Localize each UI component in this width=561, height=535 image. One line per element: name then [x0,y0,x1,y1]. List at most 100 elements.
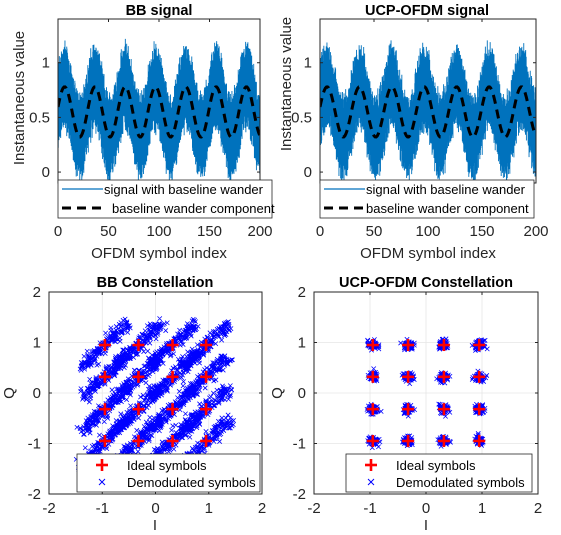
ideal-symbol [200,339,213,352]
x-axis-label: I [424,517,428,534]
x-tick-label: 50 [100,223,117,240]
plot-area [73,316,236,472]
ideal-points [366,339,486,447]
legend: signal with baseline wander baseline wan… [319,179,535,219]
legend-marker-ideal [96,459,108,471]
chart-title: BB Constellation [97,275,214,291]
legend-marker-demod [98,478,106,486]
ideal-symbol [98,403,111,416]
y-tick-label: -1 [28,436,41,453]
legend-marker-demod [367,478,375,486]
x-tick-label: 200 [523,223,548,240]
ideal-symbol [473,403,486,416]
y-tick-label: 0.5 [29,109,50,126]
legend-label-wander: baseline wander component [366,201,529,216]
signal-band [58,38,260,183]
x-tick-label: 200 [247,223,272,240]
y-tick-label: 2 [33,284,41,301]
x-tick-label: 2 [534,500,542,517]
x-axis-label: I [153,517,157,534]
legend: signal with baseline wander baseline wan… [57,179,275,219]
ideal-symbol [402,403,415,416]
panel-ucp-signal: UCP-OFDM signal 0 0.5 1 0 50 100 150 200 OFDM … [278,3,549,262]
x-axis-label: OFDM symbol index [360,245,496,262]
ideal-symbol [132,434,145,447]
x-ticks: 0 50 100 150 200 [54,19,273,240]
baseline-wander-line [58,85,260,139]
chart-title: BB signal [126,3,193,19]
y-ticks: -2 -1 0 1 2 [293,284,538,503]
y-tick-label: 1 [298,335,306,352]
y-tick-label: -2 [28,486,41,503]
ideal-symbol [132,339,145,352]
plot-area [364,336,490,451]
plot-area [58,38,260,183]
y-tick-label: 0.5 [291,109,312,126]
x-tick-label: -2 [42,500,55,517]
legend-label-signal: signal with baseline wander [104,182,264,197]
y-tick-label: 0 [42,164,50,181]
x-tick-label: -2 [307,500,320,517]
ideal-symbol [166,370,179,383]
y-axis-label: Instantaneous value [11,31,28,165]
x-tick-label: 0 [316,223,324,240]
x-tick-label: 0 [151,500,159,517]
ideal-symbol [437,339,450,352]
ideal-symbol [473,434,486,447]
ideal-symbol [166,434,179,447]
x-tick-label: 100 [415,223,440,240]
x-tick-label: 0 [54,223,62,240]
demodulated-points [73,316,236,472]
legend-label-ideal: Ideal symbols [127,458,207,473]
x-tick-label: 150 [469,223,494,240]
x-tick-label: 50 [366,223,383,240]
x-ticks: -2 -1 0 1 2 [42,292,266,517]
y-axis-label: Q [1,387,18,399]
y-axis-label: Instantaneous value [278,17,295,151]
chart-title: UCP-OFDM signal [365,3,489,19]
ideal-symbol [437,403,450,416]
demodulated-symbols [73,316,236,472]
panel-bb-constellation: BB Constellation -2 -1 0 1 2 -2 -1 0 1 2 I Q Ide… [1,275,266,534]
ideal-symbol [402,370,415,383]
plot-area [320,40,536,182]
ideal-symbol [200,370,213,383]
y-axis-label: Q [269,387,286,399]
legend-label-signal: signal with baseline wander [366,182,526,197]
legend: Ideal symbols Demodulated symbols [76,453,261,493]
ideal-symbol [402,339,415,352]
baseline-wander-line [320,85,536,139]
x-ticks: -2 -1 0 1 2 [307,292,542,517]
signal-trace [58,38,260,183]
y-tick-label: 0 [33,385,41,402]
ideal-symbol [437,434,450,447]
ideal-symbol [437,370,450,383]
y-ticks: 00.51 [29,55,260,181]
ideal-symbol [402,434,415,447]
y-tick-label: 1 [304,55,312,72]
panel-bb-signal: BB signal 00.51 0 50 100 150 200 OFDM symbol… [11,3,275,262]
ideal-points [98,339,213,447]
ideal-symbol [366,370,379,383]
x-tick-label: -1 [96,500,109,517]
x-axis-label: OFDM symbol index [91,245,227,262]
y-tick-label: -2 [293,486,306,503]
chart-title: UCP-OFDM Constellation [339,275,513,291]
legend-label-demod: Demodulated symbols [127,475,256,490]
ideal-symbol [200,434,213,447]
ideal-symbol [98,434,111,447]
ideal-symbol [166,339,179,352]
y-tick-label: -1 [293,436,306,453]
legend: Ideal symbols Demodulated symbols [345,453,533,493]
ideal-symbol [98,370,111,383]
x-tick-label: 100 [146,223,171,240]
x-tick-label: 1 [205,500,213,517]
x-tick-label: -1 [363,500,376,517]
ideal-symbol [166,403,179,416]
y-tick-label: 0 [304,164,312,181]
signal-trace [320,40,536,182]
panel-ucp-constellation: UCP-OFDM Constellation -2 -1 0 1 2 -2 -1 0 1 2 I… [269,275,542,534]
y-tick-label: 0 [298,385,306,402]
x-tick-label: 0 [422,500,430,517]
ideal-symbol [200,403,213,416]
